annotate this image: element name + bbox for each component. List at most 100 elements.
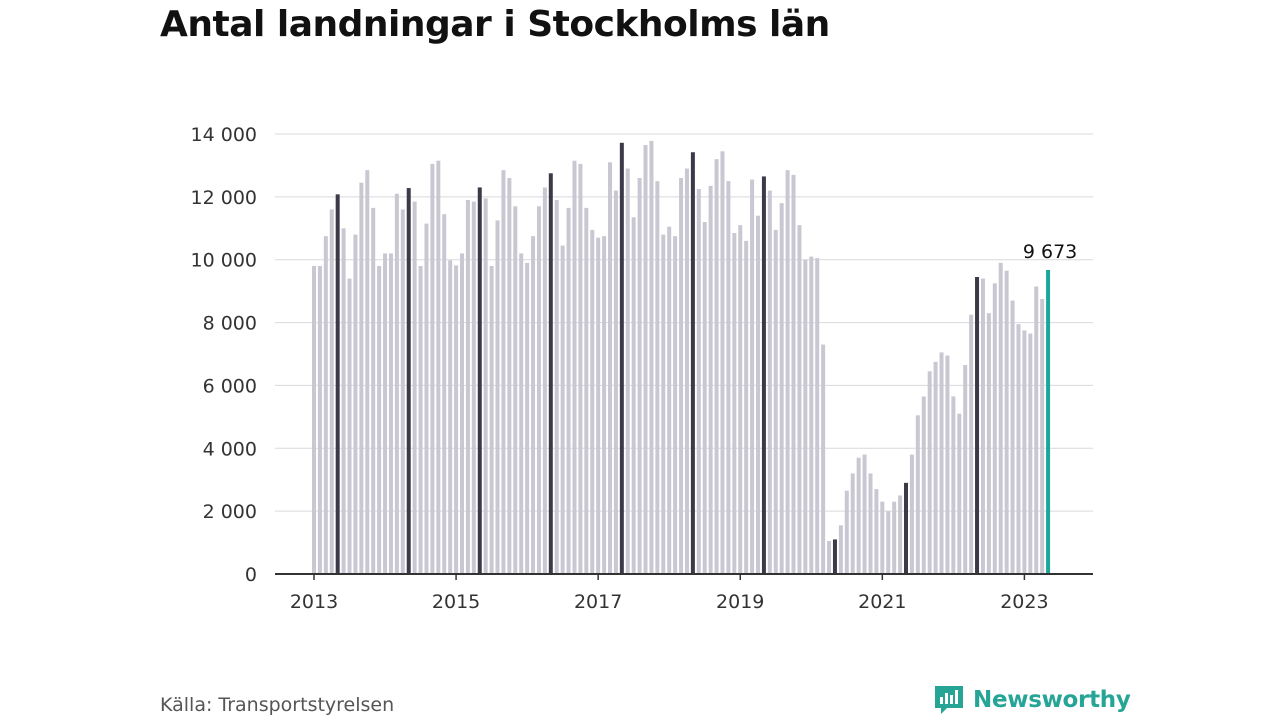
bar [980, 278, 985, 574]
x-tick-label: 2017 [574, 591, 622, 613]
bar [992, 283, 997, 574]
bar [773, 229, 778, 575]
x-tick-label: 2021 [858, 591, 906, 613]
bar [832, 539, 837, 574]
y-tick-label: 6 000 [203, 375, 257, 397]
bars [312, 140, 1051, 575]
bar [460, 253, 464, 574]
x-tick-label: 2015 [432, 591, 480, 613]
bar [696, 189, 701, 574]
bar [915, 415, 920, 574]
gridlines [275, 133, 1093, 512]
bar [365, 170, 370, 574]
bar [341, 228, 346, 575]
bar [679, 178, 684, 574]
y-tick-label: 4 000 [203, 438, 257, 460]
bar [495, 220, 500, 574]
bar [602, 236, 607, 574]
bar [661, 234, 666, 574]
bar [507, 178, 512, 574]
bar [353, 234, 358, 574]
bar [377, 266, 382, 574]
bar [827, 541, 832, 574]
bar [483, 198, 488, 574]
bar [868, 473, 873, 574]
bar [388, 253, 393, 574]
bar [797, 225, 802, 574]
bar [424, 223, 429, 574]
bar [1040, 299, 1045, 574]
bar [637, 178, 642, 574]
bar [572, 160, 577, 574]
bar [975, 277, 980, 574]
brand-name: Newsworthy [973, 687, 1131, 713]
bar [756, 215, 760, 574]
bar [809, 256, 814, 574]
bar [471, 201, 476, 574]
y-tick-label: 8 000 [203, 313, 257, 335]
newsworthy-logo-icon [935, 686, 963, 714]
bar [738, 225, 743, 574]
bar [998, 262, 1003, 574]
bar [548, 173, 553, 575]
bar [963, 365, 968, 574]
bar [430, 163, 435, 575]
bar [690, 152, 695, 575]
bar [312, 266, 316, 574]
y-tick-label: 10 000 [191, 250, 257, 272]
bar [791, 174, 796, 575]
bar [578, 163, 583, 575]
bar [803, 259, 808, 574]
bar [986, 313, 991, 574]
bar [477, 187, 482, 574]
bar [951, 396, 956, 574]
bar [957, 413, 962, 574]
chart-title: Antal landningar i Stockholms län [160, 4, 830, 45]
bar [394, 193, 399, 574]
bar [933, 361, 938, 574]
bar [536, 206, 541, 575]
bar [335, 194, 340, 574]
bar [761, 176, 766, 574]
bar [489, 266, 494, 574]
bar [448, 260, 453, 574]
bar [862, 454, 867, 574]
y-axis-labels: 0 2 000 4 000 6 000 8 000 10 000 12 000 14 000 [191, 124, 257, 586]
bar [945, 355, 950, 574]
bar [329, 209, 334, 574]
y-tick-label: 12 000 [191, 187, 257, 209]
bar [815, 258, 820, 574]
bar [566, 207, 571, 575]
bar [383, 253, 388, 574]
bar [323, 236, 328, 574]
bar [1034, 286, 1039, 574]
x-tick-label: 2023 [1000, 591, 1048, 613]
bar [904, 482, 908, 574]
bar [454, 265, 459, 574]
bar [513, 206, 518, 575]
bar [465, 200, 470, 574]
bar [667, 226, 672, 574]
bar [844, 490, 849, 574]
bar [750, 179, 755, 574]
bar [714, 159, 719, 574]
bar [554, 200, 559, 574]
bar [744, 240, 749, 575]
bar [436, 160, 441, 574]
bar [631, 217, 636, 575]
bar [921, 396, 926, 574]
bar [412, 201, 417, 574]
latest-value-label: 9 673 [1023, 241, 1077, 263]
x-tick-label: 2019 [716, 591, 764, 613]
bar [317, 266, 322, 574]
bar [1028, 333, 1033, 574]
bar [720, 151, 725, 575]
bar [643, 145, 648, 574]
bar [702, 222, 707, 574]
bar [708, 185, 713, 575]
bar [927, 371, 932, 574]
bar [501, 170, 506, 574]
source-note: Källa: Transportstyrelsen [160, 694, 395, 716]
bar [856, 457, 861, 574]
